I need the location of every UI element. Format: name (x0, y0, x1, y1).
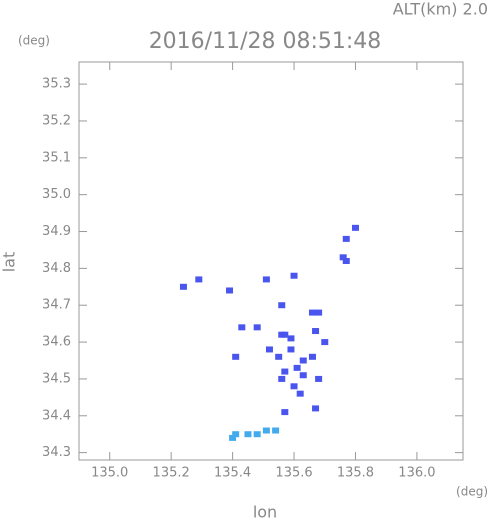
x-tick-label: 135.4 (214, 466, 251, 481)
x-tick-label: 135.6 (275, 466, 312, 481)
echo (287, 346, 295, 353)
echo (179, 283, 187, 290)
y-tick-label: 34.9 (42, 224, 71, 239)
y-axis-label: lat (0, 252, 19, 273)
y-tick-label: 34.5 (42, 371, 71, 386)
echo (321, 339, 329, 346)
echo (308, 309, 316, 316)
y-tick-label: 35.0 (42, 187, 71, 202)
x-tick-label: 135.8 (337, 466, 374, 481)
echo (312, 405, 320, 412)
echo (351, 224, 359, 231)
echo (262, 427, 270, 434)
echo (290, 272, 298, 279)
y-tick-label: 35.3 (42, 77, 71, 92)
echo (278, 302, 286, 309)
echo (226, 287, 234, 294)
echo (253, 324, 261, 331)
echo (315, 309, 323, 316)
x-axis-label: lon (253, 503, 277, 521)
echo (281, 368, 289, 375)
echo (293, 364, 301, 371)
y-tick-label: 34.3 (42, 445, 71, 460)
y-tick-label: 34.7 (42, 298, 71, 313)
echo (287, 335, 295, 342)
chart-title: 2016/11/28 08:51:48 (149, 29, 382, 54)
echo (229, 434, 237, 441)
y-unit: (deg) (18, 34, 50, 48)
x-tick-label: 135.2 (153, 466, 190, 481)
y-tick-label: 34.8 (42, 261, 71, 276)
echo (278, 375, 286, 382)
echo (339, 254, 347, 261)
echo (195, 276, 203, 283)
echo (308, 353, 316, 360)
echo (342, 258, 350, 264)
echo (315, 375, 323, 382)
echo (290, 383, 298, 390)
y-tick-label: 35.1 (42, 150, 71, 165)
echo (238, 324, 246, 331)
echo (275, 353, 283, 360)
echo (296, 390, 304, 397)
y-tick-label: 35.2 (42, 113, 71, 128)
y-tick-label: 34.6 (42, 335, 71, 350)
echo (312, 328, 320, 335)
echo (299, 372, 307, 379)
x-tick-label: 135.0 (91, 466, 128, 481)
y-tick-label: 34.4 (42, 408, 71, 423)
x-tick-label: 136.0 (398, 466, 435, 481)
echo (299, 357, 307, 364)
echo (232, 353, 240, 360)
echo (265, 346, 273, 353)
echo (232, 431, 240, 438)
echo (262, 276, 270, 283)
altitude-label: ALT(km) 2.0 (393, 0, 488, 19)
echo (278, 331, 286, 338)
echo (342, 235, 350, 242)
echo (272, 427, 280, 434)
echo (281, 409, 289, 416)
plot-frame (78, 61, 464, 461)
x-unit: (deg) (456, 485, 488, 499)
echo (244, 431, 252, 438)
echo (253, 431, 261, 438)
